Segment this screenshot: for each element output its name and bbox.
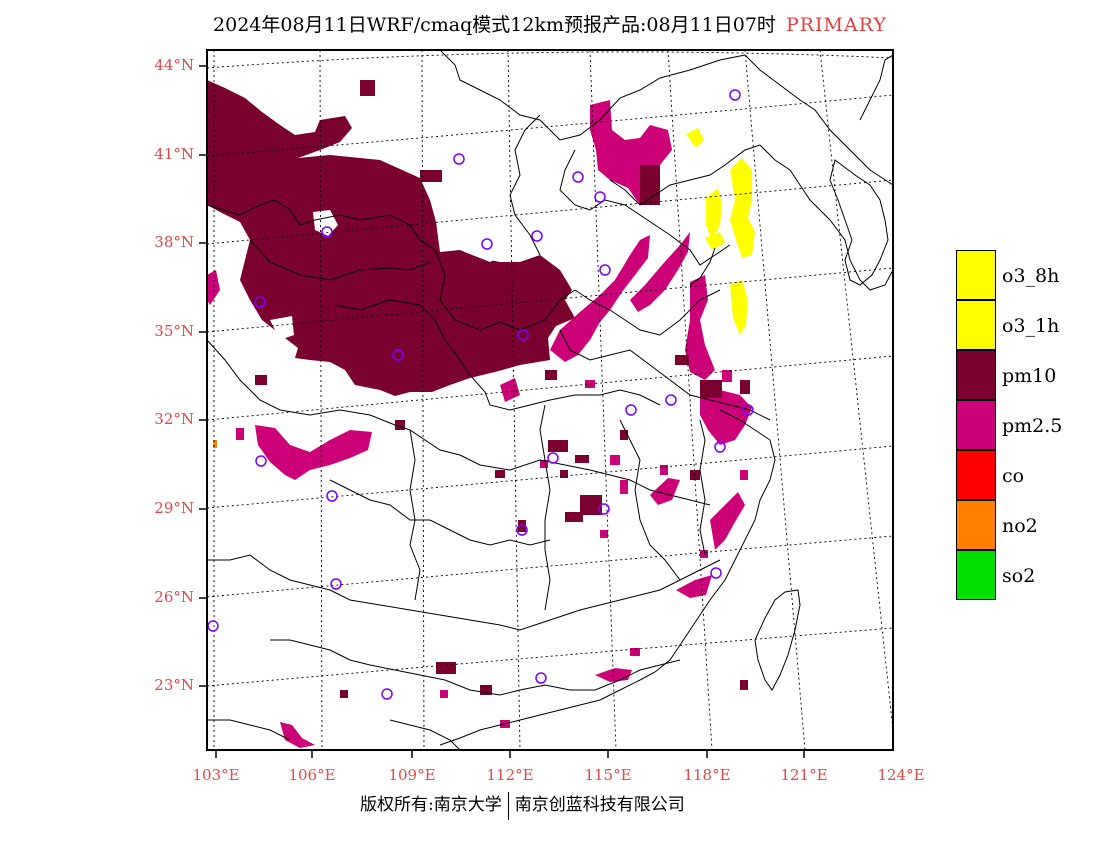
lon-label-118e: 118°E (683, 766, 731, 784)
city-marker (710, 567, 722, 579)
map-title-text: 2024年08月11日WRF/cmaq模式12km预报产品:08月11日07时 (213, 14, 776, 36)
lat-label-29n: 29°N (154, 499, 194, 517)
copyright-company: 南京创蓝科技有限公司 (514, 795, 685, 815)
pm10-patch (420, 170, 442, 182)
city-marker (714, 441, 726, 453)
legend-label-so2: so2 (1002, 565, 1036, 587)
city-marker (742, 404, 754, 416)
korea-outline (829, 159, 889, 286)
pm25-region-shandong (685, 275, 715, 380)
lon-label-124e: 124°E (877, 766, 925, 784)
pm10-region-northwest (207, 80, 575, 396)
legend-swatch-co (956, 450, 996, 500)
city-marker (729, 89, 741, 101)
pm25-region-west (207, 270, 220, 305)
copyright-owner: 版权所有:南京大学 (360, 795, 502, 815)
lon-label-109e: 109°E (388, 766, 436, 784)
city-marker (598, 503, 610, 515)
o3-region-bohai-south (730, 280, 748, 335)
pm10-northwest-edge (207, 90, 300, 178)
o3-region-bay (705, 232, 725, 250)
city-marker (255, 455, 267, 467)
axis-ticks (199, 65, 805, 758)
lon-label-103e: 103°E (192, 766, 240, 784)
lat-label-26n: 26°N (154, 588, 194, 606)
map-frame (206, 49, 894, 751)
city-marker (547, 452, 559, 464)
city-marker (254, 296, 266, 308)
lat-label-41n: 41°N (154, 145, 194, 163)
pm25-region-yangtze-delta (700, 390, 752, 445)
lon-label-115e: 115°E (584, 766, 632, 784)
legend-label-o3-8h: o3_8h (1002, 265, 1060, 287)
city-marker (381, 688, 393, 700)
legend-label-o3-1h: o3_1h (1002, 315, 1060, 337)
lat-label-35n: 35°N (154, 322, 194, 340)
city-marker (572, 171, 584, 183)
pm25-region-fujian-coast (710, 492, 745, 550)
graticule (207, 50, 893, 750)
pm25-region-southwest (280, 722, 315, 748)
city-marker (517, 329, 529, 341)
city-marker (392, 349, 404, 361)
copyright-line: 版权所有:南京大学 南京创蓝科技有限公司 (360, 790, 685, 820)
pm25-region-southeast (676, 575, 712, 598)
pm25-region-zhejiang (650, 478, 680, 505)
city-marker (531, 230, 543, 242)
lat-label-32n: 32°N (154, 410, 194, 428)
lat-label-38n: 38°N (154, 233, 194, 251)
pm10-patch (360, 80, 375, 96)
legend-swatch-pm25 (956, 400, 996, 450)
legend-swatch-o3-1h (956, 300, 996, 350)
o3-region-bohai-west (706, 188, 722, 240)
pm25-region-north-china-plain (550, 235, 650, 362)
legend-swatch-pm10 (956, 350, 996, 400)
legend-swatch-so2 (956, 550, 996, 600)
legend-swatch-o3-8h (956, 250, 996, 300)
plume-gap (440, 205, 520, 262)
map-title: 2024年08月11日WRF/cmaq模式12km预报产品:08月11日07时 P… (0, 10, 1100, 37)
legend-swatch-no2 (956, 500, 996, 550)
map-content (207, 50, 893, 750)
pm10-patch (470, 285, 490, 297)
pm10-scattered-patches (255, 165, 750, 698)
primary-tag: PRIMARY (785, 14, 887, 36)
o3-region-bohai (730, 158, 755, 258)
city-marker (321, 226, 333, 238)
o3-region-liaoning (686, 128, 704, 148)
city-marker (594, 191, 606, 203)
lon-label-112e: 112°E (486, 766, 534, 784)
legend-label-pm10: pm10 (1002, 365, 1057, 387)
city-markers (207, 89, 754, 700)
city-marker (516, 524, 528, 536)
lon-label-106e: 106°E (288, 766, 336, 784)
city-marker (625, 404, 637, 416)
pm25-region-sichuan (255, 425, 372, 480)
legend-label-co: co (1002, 465, 1025, 487)
lon-label-121e: 121°E (780, 766, 828, 784)
boundaries (207, 50, 893, 750)
city-marker (665, 394, 677, 406)
city-marker (481, 238, 493, 250)
copyright-separator (507, 791, 509, 820)
legend-label-no2: no2 (1002, 515, 1038, 537)
city-marker (453, 153, 465, 165)
pm25-region-hubei (500, 378, 520, 402)
plume-gap (270, 316, 294, 340)
city-marker (330, 578, 342, 590)
pm25-region-hebei (630, 232, 690, 312)
legend-label-pm25: pm2.5 (1002, 415, 1063, 437)
taiwan-outline (754, 589, 801, 691)
lat-label-23n: 23°N (154, 676, 194, 694)
city-marker (599, 264, 611, 276)
no2-patch (213, 440, 217, 448)
city-marker (326, 490, 338, 502)
city-marker (535, 672, 547, 684)
lat-label-44n: 44°N (154, 56, 194, 74)
